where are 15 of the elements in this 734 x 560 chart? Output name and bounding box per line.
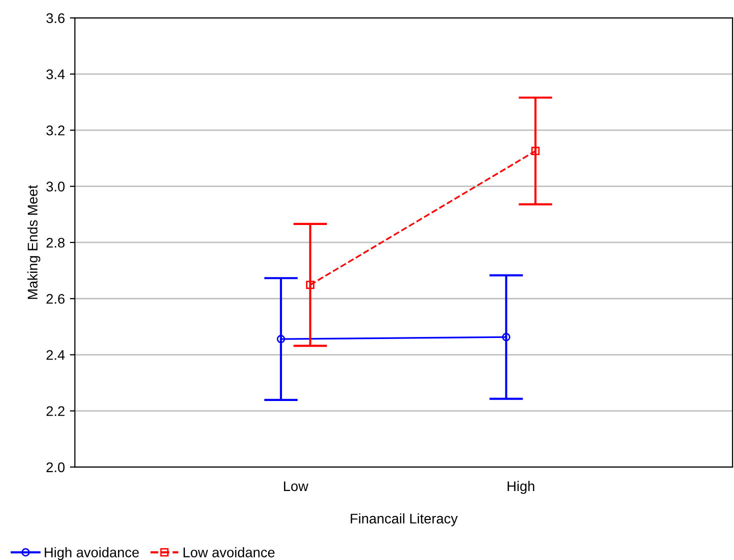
- x-tick-label: High: [508, 480, 534, 494]
- y-tick-label: 3.6: [46, 13, 65, 24]
- x-tick-label: Low: [284, 481, 308, 492]
- y-tick-label: 3.2: [46, 126, 64, 136]
- y-tick-label: 2.0: [46, 462, 65, 472]
- y-tick-label: 2.4: [46, 350, 65, 360]
- x-axis-title: Financail Literacy: [350, 513, 458, 526]
- legend-label: High avoidance: [44, 547, 139, 560]
- y-tick-label: 2.2: [46, 406, 64, 416]
- y-tick-label: 3.0: [46, 182, 65, 192]
- y-tick-label: 2.8: [46, 238, 65, 248]
- legend-label: Low avoidance: [184, 547, 275, 558]
- y-tick-label: 3.4: [46, 69, 65, 80]
- y-axis-title: Making Ends Meet: [27, 185, 40, 299]
- y-tick-label: 2.6: [46, 294, 65, 304]
